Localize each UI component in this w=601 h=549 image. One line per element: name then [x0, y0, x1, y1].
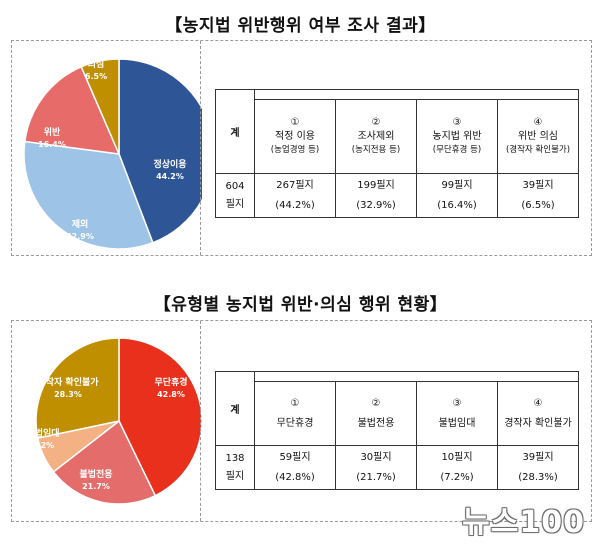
cell-count: 39필지 — [522, 451, 554, 463]
col-sublabel: (농지전용 등) — [351, 145, 401, 155]
col-number: ① — [290, 117, 300, 128]
result-table-2: 계 ① 무단휴경 ② 불법전용 ③ 불법임대 ④ 경작자 확인불가 138 필지 — [215, 371, 579, 490]
table-total-header: 계 — [215, 371, 255, 446]
table-value-cell-4: 39필지 (28.3%) — [497, 445, 579, 490]
pie-slice-4 — [35, 337, 120, 439]
pie-slice-4 — [80, 58, 120, 155]
pie-slice-2 — [52, 419, 157, 505]
pie-slice-3 — [23, 65, 121, 155]
pie-slice-value-label: 42.8% — [157, 390, 185, 399]
table-value-cell-4: 39필지 (6.5%) — [497, 173, 579, 218]
section2-title: 【유형별 농지법 위반·의심 행위 현황】 — [153, 295, 448, 315]
cell-percent: (42.8%) — [275, 471, 315, 483]
cell-percent: (44.2%) — [275, 199, 315, 211]
pie-slice-value-label: 7.2% — [32, 441, 54, 450]
cell-percent: (21.7%) — [356, 471, 396, 483]
col-number: ① — [290, 397, 300, 409]
table-header-band — [254, 371, 579, 382]
col-number: ③ — [452, 397, 462, 409]
table-value-cell-3: 10필지 (7.2%) — [416, 445, 498, 490]
col-label: 적정 이용 — [275, 131, 315, 142]
col-label: 농지법 위반 — [432, 131, 482, 142]
col-sublabel: (농업경영 등) — [270, 145, 320, 155]
pie-slice-label: 제외 — [72, 218, 89, 230]
pie-slice-label: 정상이용 — [153, 158, 186, 170]
table-total-header: 계 — [215, 89, 255, 174]
col-number: ③ — [452, 117, 462, 128]
table-col-header-3: ③ 농지법 위반 (무단휴경 등) — [416, 99, 498, 174]
table-header-band — [254, 89, 579, 100]
cell-percent: (6.5%) — [521, 199, 555, 211]
cell-count: 39필지 — [522, 179, 554, 191]
pie-slice-value-label: 21.7% — [82, 482, 110, 491]
pie-slice-1 — [118, 58, 202, 244]
col-label: 경작자 확인불가 — [504, 417, 572, 429]
result-table-1: 계 ① 적정 이용 (농업경영 등) ② 조사제외 (농지전용 등) ③ 농지법… — [215, 89, 579, 218]
col-number: ④ — [533, 117, 543, 128]
table-value-cell-2: 30필지 (21.7%) — [335, 445, 417, 490]
pie-slice-label: 불법전용 — [79, 468, 112, 480]
pie-slice-value-label: 16.4% — [38, 140, 66, 149]
table-value-cell-2: 199필지 (32.9%) — [335, 173, 417, 218]
pie-chart-2: 무단휴경 42.8% 불법전용 21.7% 불법임대 7.2% 경작자 확인불가 28.3% — [26, 337, 202, 505]
table-value-cell-1: 59필지 (42.8%) — [254, 445, 336, 490]
col-number: ④ — [533, 397, 543, 409]
col-label: 불법임대 — [438, 417, 476, 429]
table-col-header-1: ① 적정 이용 (농업경영 등) — [254, 99, 336, 174]
cell-count: 10필지 — [441, 451, 473, 463]
cell-percent: (7.2%) — [440, 471, 474, 483]
watermark-logo: 뉴스100 — [462, 505, 585, 540]
panel-divider — [200, 321, 201, 521]
panel-divider — [200, 41, 201, 255]
col-label: 불법전용 — [357, 417, 395, 429]
cell-count: 267필지 — [276, 179, 314, 191]
col-sublabel: (무단휴경 등) — [432, 145, 482, 155]
cell-count: 30필지 — [360, 451, 392, 463]
col-label: 위반 의심 — [518, 131, 558, 142]
col-label: 조사제외 — [357, 131, 395, 142]
pie-slice-1 — [118, 337, 202, 497]
pie-slice-value-label: 32.9% — [66, 232, 94, 241]
col-number: ② — [371, 397, 381, 409]
cell-percent: (28.3%) — [518, 471, 558, 483]
table-total-value: 604 필지 — [215, 173, 255, 218]
pie-slice-value-label: 28.3% — [54, 390, 82, 399]
pie-slice-2 — [23, 140, 154, 250]
table-value-cell-1: 267필지 (44.2%) — [254, 173, 336, 218]
table-col-header-2: ② 조사제외 (농지전용 등) — [335, 99, 417, 174]
table-total-value: 138 필지 — [215, 445, 255, 490]
section1-panel: 정상이용 44.2% 제외 32.9% 위반 16.4% 의심 6.5% 계 ① 적정 이용 … — [11, 40, 592, 256]
col-number: ② — [371, 117, 381, 128]
pie-slice-value-label: 44.2% — [156, 172, 184, 181]
pie-chart-1: 정상이용 44.2% 제외 32.9% 위반 16.4% 의심 6.5% — [23, 58, 202, 250]
table-value-cell-3: 99필지 (16.4%) — [416, 173, 498, 218]
pie-slice-value-label: 6.5% — [85, 72, 107, 81]
table-col-header-2: ② 불법전용 — [335, 381, 417, 446]
pie-slice-label: 불법임대 — [26, 427, 59, 439]
pie-slice-label: 의심 — [88, 58, 105, 70]
table-col-header-4: ④ 위반 의심 (경작자 확인불가) — [497, 99, 579, 174]
table-col-header-1: ① 무단휴경 — [254, 381, 336, 446]
cell-percent: (32.9%) — [356, 199, 396, 211]
col-sublabel: (경작자 확인불가) — [505, 145, 571, 155]
pie-slice-label: 무단휴경 — [154, 376, 187, 388]
section2-panel: 무단휴경 42.8% 불법전용 21.7% 불법임대 7.2% 경작자 확인불가 28.3% … — [11, 320, 592, 522]
pie-slice-label: 경작자 확인불가 — [37, 376, 99, 388]
section1-title: 【농지법 위반행위 여부 조사 결과】 — [165, 16, 436, 36]
cell-percent: (16.4%) — [437, 199, 477, 211]
cell-count: 199필지 — [357, 179, 395, 191]
cell-count: 99필지 — [441, 179, 473, 191]
table-col-header-3: ③ 불법임대 — [416, 381, 498, 446]
col-label: 무단휴경 — [276, 417, 314, 429]
table-col-header-4: ④ 경작자 확인불가 — [497, 381, 579, 446]
cell-count: 59필지 — [279, 451, 311, 463]
pie-slice-label: 위반 — [44, 126, 61, 138]
